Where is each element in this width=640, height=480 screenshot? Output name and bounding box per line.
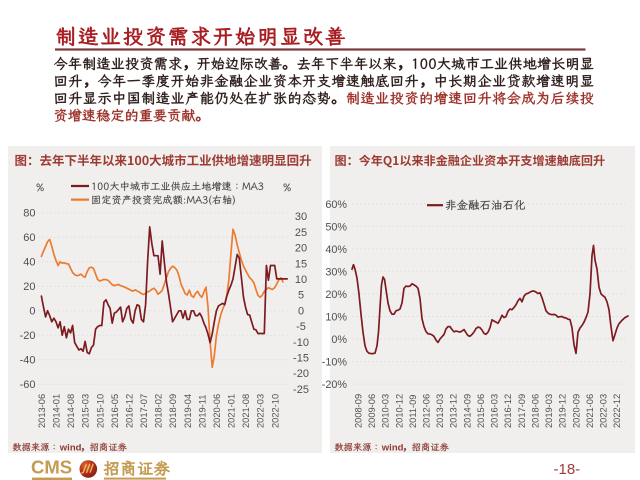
svg-text:-40: -40: [20, 354, 36, 366]
svg-text:30: 30: [295, 211, 307, 223]
svg-text:-10: -10: [293, 337, 309, 349]
svg-text:2021-08: 2021-08: [241, 394, 251, 428]
svg-text:2017-07: 2017-07: [139, 394, 149, 428]
svg-text:2021-01: 2021-01: [227, 394, 237, 428]
svg-text:10: 10: [295, 274, 307, 286]
svg-text:2022-10: 2022-10: [270, 394, 280, 428]
svg-text:2019-12: 2019-12: [558, 394, 568, 428]
svg-text:15: 15: [295, 258, 307, 270]
svg-text:-20%: -20%: [322, 379, 348, 391]
svg-text:wind: wind: [381, 442, 404, 453]
svg-text:2008-09: 2008-09: [353, 394, 363, 428]
svg-text:2015-10: 2015-10: [95, 394, 105, 428]
svg-text:-20: -20: [293, 368, 309, 380]
svg-text:2010-03: 2010-03: [381, 394, 391, 428]
svg-text:2013-12: 2013-12: [449, 394, 459, 428]
svg-text:-5: -5: [296, 321, 306, 333]
svg-text:60%: 60%: [325, 199, 347, 211]
svg-text:0: 0: [298, 305, 304, 317]
svg-text:2022-03: 2022-03: [599, 394, 609, 428]
svg-text:20: 20: [295, 243, 307, 255]
svg-text:CMS: CMS: [31, 457, 72, 478]
svg-text:2016-03: 2016-03: [490, 394, 500, 428]
svg-text:5: 5: [298, 290, 304, 302]
svg-text:0: 0: [29, 305, 35, 317]
svg-text:-18-: -18-: [554, 461, 581, 478]
svg-text:2014-08: 2014-08: [66, 394, 76, 428]
svg-text:wind: wind: [59, 442, 82, 453]
svg-text:40%: 40%: [325, 244, 347, 256]
svg-text:2020-06: 2020-06: [212, 394, 222, 428]
svg-text:0%: 0%: [331, 334, 347, 346]
svg-text:-20: -20: [20, 330, 36, 342]
svg-text:10%: 10%: [325, 312, 347, 324]
svg-text:-25: -25: [293, 384, 309, 396]
svg-text:25: 25: [295, 227, 307, 239]
svg-text:2015-06: 2015-06: [476, 394, 486, 428]
svg-text:2016-12: 2016-12: [125, 394, 135, 428]
svg-text:80: 80: [23, 207, 35, 219]
svg-text:-15: -15: [293, 353, 309, 365]
svg-text:2014-09: 2014-09: [462, 394, 472, 428]
svg-text:60: 60: [23, 232, 35, 244]
svg-text:30%: 30%: [325, 266, 347, 278]
svg-text:2019-04: 2019-04: [183, 394, 193, 428]
svg-text:2022-12: 2022-12: [612, 394, 622, 428]
svg-text:2021-06: 2021-06: [585, 394, 595, 428]
svg-text:-10%: -10%: [322, 357, 348, 369]
svg-text:-60: -60: [20, 379, 36, 391]
svg-text:2019-03: 2019-03: [544, 394, 554, 428]
svg-text:40: 40: [23, 256, 35, 268]
svg-text:2010-12: 2010-12: [394, 394, 404, 428]
svg-text:20: 20: [23, 281, 35, 293]
svg-text:2009-06: 2009-06: [367, 394, 377, 428]
svg-text:2018-09: 2018-09: [168, 394, 178, 428]
svg-text:2014-01: 2014-01: [52, 394, 62, 428]
svg-text:2019-11: 2019-11: [197, 395, 207, 428]
svg-text:50%: 50%: [325, 221, 347, 233]
svg-text:2022-03: 2022-03: [256, 394, 266, 428]
svg-text:2013-03: 2013-03: [435, 394, 445, 428]
svg-text:2016-12: 2016-12: [503, 394, 513, 428]
svg-text:2013-06: 2013-06: [37, 394, 47, 428]
svg-text:2012-06: 2012-06: [422, 394, 432, 428]
svg-text:2017-09: 2017-09: [517, 394, 527, 428]
svg-text:2020-09: 2020-09: [571, 394, 581, 428]
svg-text:2018-02: 2018-02: [154, 394, 164, 428]
svg-text:20%: 20%: [325, 289, 347, 301]
svg-text:2015-03: 2015-03: [81, 394, 91, 428]
svg-text:2011-09: 2011-09: [408, 395, 418, 428]
svg-text:2018-06: 2018-06: [531, 394, 541, 428]
svg-text:2016-05: 2016-05: [110, 394, 120, 428]
